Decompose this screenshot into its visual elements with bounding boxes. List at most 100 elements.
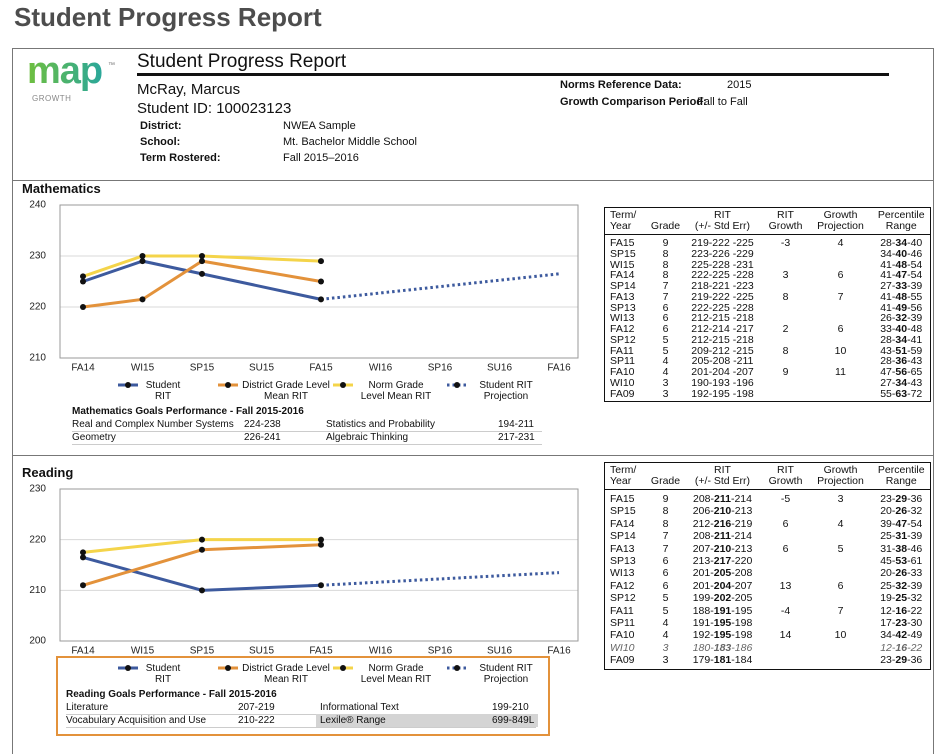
header-cell: Grade [648,462,683,490]
table-cell: 209-212 -215 [691,344,754,357]
section-title: Mathematics [22,181,101,196]
series-line [320,272,560,301]
data-point [80,278,86,285]
data-point [318,296,324,303]
table-cell: SP14 [610,280,636,292]
data-point [318,258,324,265]
table-cell: 6 [662,301,669,314]
norms-label: Norms Reference Data: [560,79,682,91]
table-row: SP12 5 212-215 -218 28-34-41 [605,334,931,346]
table-cell: 6 [662,567,669,580]
goal-value: 699-849L [492,715,535,726]
x-tick-label: SP15 [190,363,215,374]
table-cell: 6 [782,542,789,555]
table-cell: FA12 [610,323,635,335]
x-tick-label: SU15 [249,363,274,374]
table-cell: 4 [837,237,844,249]
x-tick-label: FA14 [71,646,95,657]
table-cell: WI13 [610,567,635,580]
x-tick-label: FA16 [547,363,571,374]
goal-value: 194-211 [498,419,534,430]
table-cell: 6 [662,312,669,325]
data-point [139,296,146,303]
field-label: Term Rostered: [140,152,221,164]
table-cell [763,249,809,260]
logo-mark: ™ [108,62,115,69]
data-point [139,258,146,265]
table-cell: 9 [662,493,669,505]
table-cell: 26-32-39 [880,312,923,325]
table-row: FA15 9 208-211-214 -5 3 23-29-36 [605,490,931,506]
table-cell: 7 [662,280,669,292]
table-cell [763,389,809,402]
data-point [318,536,324,543]
table-cell: 3 [662,641,669,654]
table-cell: FA13 [610,290,635,303]
legend-swatch-dot [340,382,346,388]
table-cell: SP15 [610,247,636,260]
table-row: FA12 6 201-204-207 13 6 25-32-39 [605,580,931,592]
header-cell: RIT Growth [762,207,809,235]
x-tick-label: SP16 [428,363,453,374]
table-cell: 2 [782,323,789,335]
table-cell: 205-208 -211 [691,355,754,368]
table-cell: 223-226 -229 [691,247,754,260]
data-point [80,554,86,561]
table-cell: 6 [837,323,844,335]
plot-frame [59,204,579,359]
table-cell [809,654,873,669]
table-cell [809,335,873,346]
legend-label: District Grade Level Mean RIT [242,663,330,685]
table-cell: 6 [837,579,844,592]
table-cell: 12-16-22 [880,641,923,654]
table-cell: 19-25-32 [880,592,923,605]
data-point [199,536,205,543]
table-cell: 55-63-72 [880,387,923,400]
table-cell [763,335,809,346]
table-cell [763,530,809,542]
table-cell [763,378,809,389]
data-point [318,541,324,548]
table-cell: 4 [662,366,669,378]
header-cell: RIT (+/- Std Err) [682,462,763,490]
table-cell: 41-48-54 [880,258,923,271]
x-tick-label: SU15 [249,646,274,657]
table-row: FA09 3 192-195 -198 55-63-72 [605,387,931,402]
x-tick-label: FA15 [309,646,333,657]
table-cell: 3 [662,654,669,667]
table-cell: 11 [835,366,846,378]
table-cell: 206-210-213 [692,505,753,518]
table-cell: 45-53-61 [880,555,923,568]
table-cell: 25-32-39 [880,579,923,592]
table-row: FA10 4 192-195-198 14 10 34-42-49 [605,629,931,641]
x-tick-label: SU16 [487,363,512,374]
table-cell: -3 [780,237,791,249]
series-line [82,259,322,301]
header-text: Growth [768,475,803,487]
table-cell [809,249,873,260]
table-cell: 225-228 -231 [691,258,754,271]
legend-label: Student RIT Projection [479,663,533,685]
legend-label: Student RIT [145,380,181,402]
header-text: Grade [650,475,681,487]
data-point [199,270,205,277]
data-point [199,258,205,265]
header-cell: Percentile Range [872,462,931,490]
table-cell: 41-49-56 [880,301,923,314]
legend-label: District Grade Level Mean RIT [242,380,330,402]
legend-swatch-dot [225,665,231,671]
legend-swatch-dot [125,665,131,671]
header-text: RIT [714,464,731,476]
header-text: RIT [777,209,794,221]
header-text: Year [610,220,632,232]
title-rule [137,73,889,76]
header-text: Projection [817,220,864,232]
header-cell: RIT Growth [762,462,809,490]
data-point [318,278,324,285]
table-row: SP11 4 191-195-198 17-23-30 [605,617,931,629]
table-row: FA14 8 212-216-219 6 4 39-47-54 [605,518,931,530]
goal-value: 217-231 [498,432,535,443]
header-text: (+/- Std Err) [694,220,751,232]
field-label: School: [140,136,181,148]
